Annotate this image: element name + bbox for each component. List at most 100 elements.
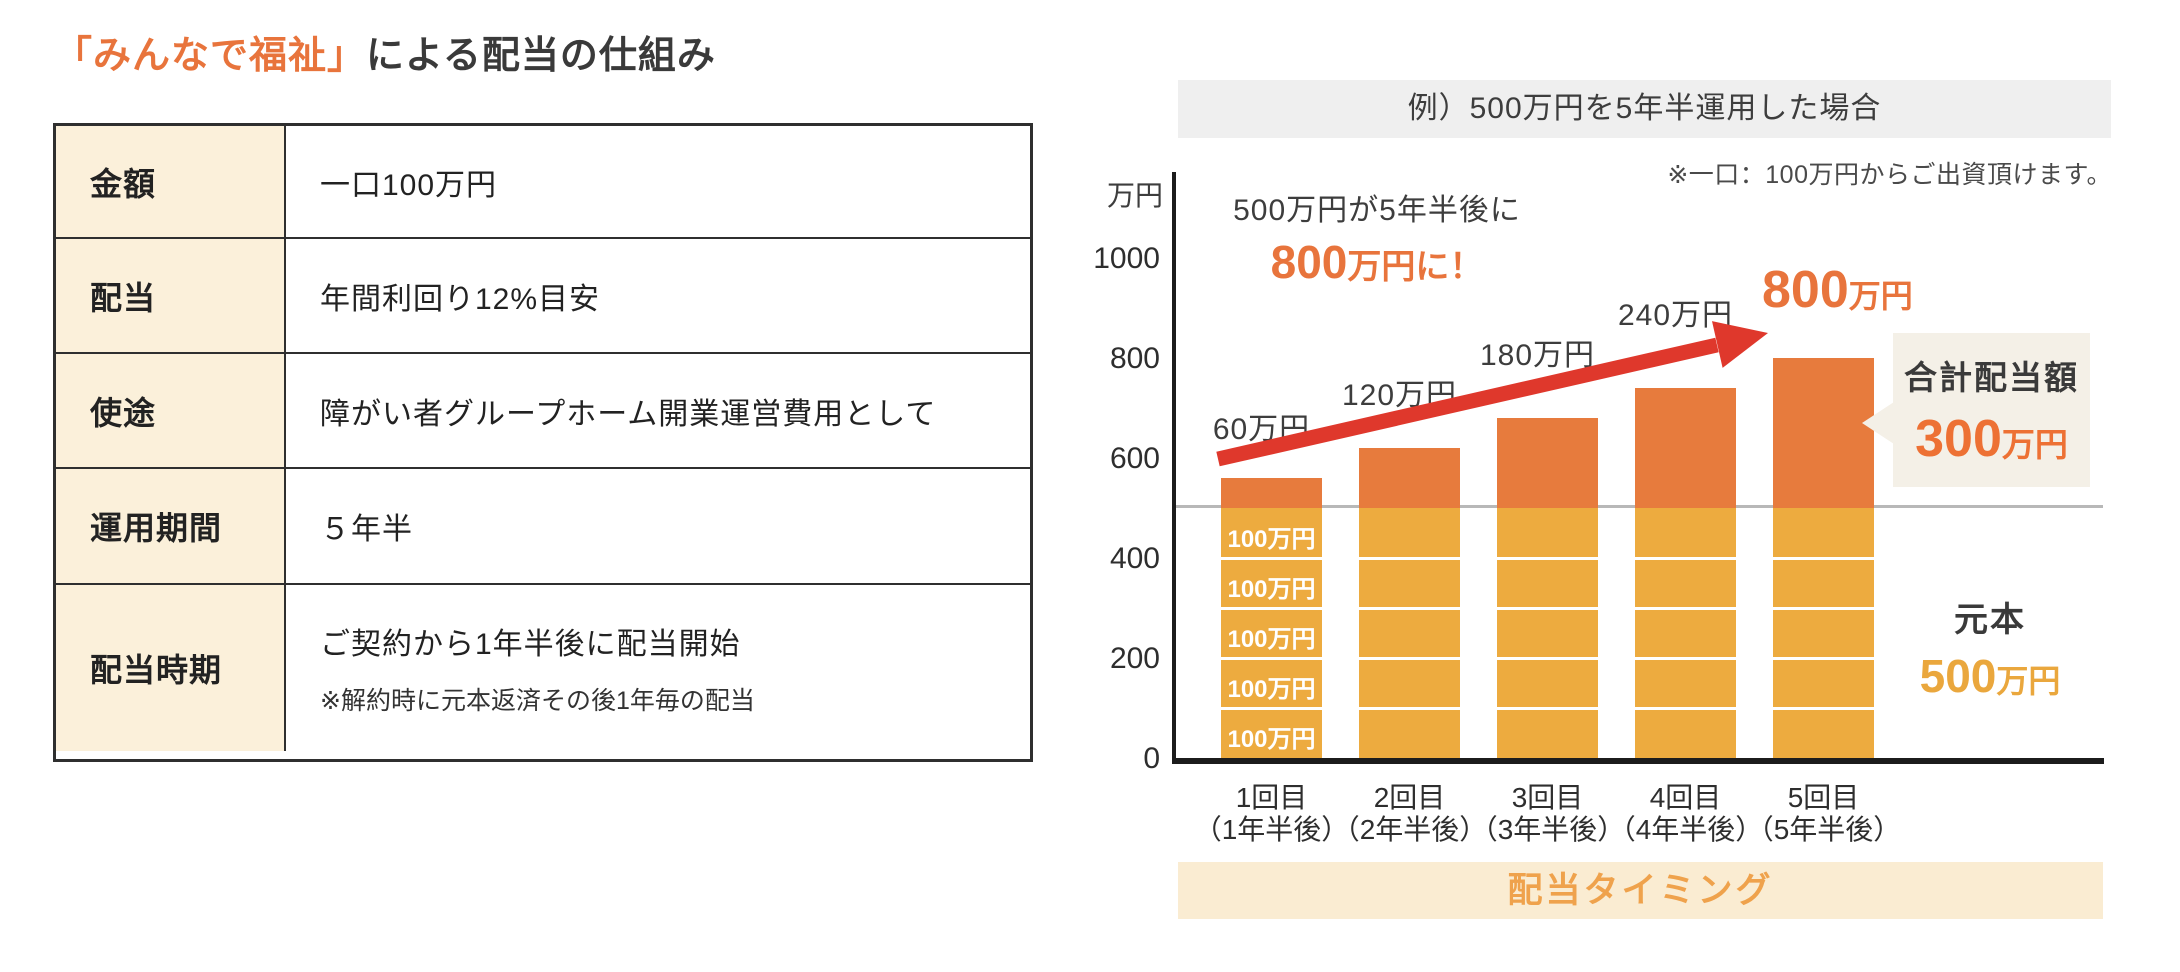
principal-segment-label: 100万円 <box>1227 576 1316 603</box>
row-value: 障がい者グループホーム開業運営費用として <box>286 354 1030 467</box>
principal-segment-label: 100万円 <box>1227 626 1316 653</box>
row-value-note: ※解約時に元本返済その後1年毎の配当 <box>320 687 755 715</box>
principal-amount-unit: 万円 <box>1996 663 2061 699</box>
page-title-rest: による配当の仕組み <box>366 35 716 77</box>
principal-segment-label: 100万円 <box>1227 726 1316 753</box>
row-value: ５年半 <box>286 469 1030 583</box>
growth-annotation-value: 800 <box>1270 236 1348 288</box>
final-value-number: 800 <box>1762 261 1849 319</box>
segment-divider <box>1635 556 1736 560</box>
row-value: 年間利回り12%目安 <box>286 239 1030 352</box>
row-label: 金額 <box>56 126 286 237</box>
chart-footer-banner: 配当タイミング <box>1178 862 2103 919</box>
row-value-text: 一口100万円 <box>320 168 498 202</box>
bar-value-label: 180万円 <box>1479 339 1596 372</box>
growth-annotation-line2: 800万円に！ <box>1222 235 1532 289</box>
callout-amount-unit: 万円 <box>2001 426 2068 463</box>
y-tick-label: 200 <box>1109 642 1160 675</box>
segment-divider <box>1773 606 1874 610</box>
chart-note: ※一口：100万円からご出資頂けます。 <box>1667 161 2112 189</box>
segment-divider <box>1497 606 1598 610</box>
segment-divider <box>1359 706 1460 710</box>
callout-amount-value: 300 <box>1915 410 2002 468</box>
row-label: 配当 <box>56 239 286 352</box>
principal-label: 元本 500万円 <box>1900 592 2080 703</box>
segment-divider <box>1359 556 1460 560</box>
segment-divider <box>1773 656 1874 660</box>
chart-title-banner: 例）500万円を5年半運用した場合 <box>1178 80 2111 138</box>
growth-annotation: 500万円が5年半後に 800万円に！ <box>1222 185 1532 289</box>
table-row: 配当時期 ご契約から1年半後に配当開始 ※解約時に元本返済その後1年毎の配当 <box>56 583 1030 751</box>
growth-annotation-suffix: 万円に！ <box>1347 248 1484 286</box>
x-axis-category-label: 4回目 （4年半後） <box>1607 782 1764 845</box>
y-axis-unit-label: 万円 <box>1106 180 1163 211</box>
table-row: 金額 一口100万円 <box>56 126 1030 237</box>
bar-dividend-block <box>1635 388 1736 508</box>
row-value-text: ご契約から1年半後に配当開始 <box>320 628 741 661</box>
segment-divider <box>1221 606 1322 610</box>
row-label: 運用期間 <box>56 469 286 583</box>
row-label: 配当時期 <box>56 585 286 751</box>
segment-divider <box>1635 656 1736 660</box>
bar-principal-block <box>1635 508 1736 758</box>
bar-dividend-block <box>1773 358 1874 508</box>
bar-principal-block <box>1497 508 1598 758</box>
segment-divider <box>1635 706 1736 710</box>
bar-principal-block <box>1221 508 1322 758</box>
principal-segment-label: 100万円 <box>1227 526 1316 553</box>
row-value-text: ５年半 <box>320 513 413 546</box>
row-value-text: 障がい者グループホーム開業運営費用として <box>320 397 937 431</box>
bar-dividend-block <box>1497 418 1598 508</box>
y-tick-label: 600 <box>1109 442 1160 475</box>
segment-divider <box>1635 606 1736 610</box>
bar-value-label: 120万円 <box>1341 379 1458 412</box>
bar-principal-block <box>1773 508 1874 758</box>
segment-divider <box>1773 556 1874 560</box>
y-tick-label: 800 <box>1109 342 1160 375</box>
growth-annotation-line1: 500万円が5年半後に <box>1233 194 1521 227</box>
segment-divider <box>1773 706 1874 710</box>
principal-label-title: 元本 <box>1954 601 2026 639</box>
segment-divider <box>1221 706 1322 710</box>
bar-value-label: 240万円 <box>1617 299 1734 332</box>
page-title-highlight: 「みんなで福祉」 <box>54 35 367 77</box>
x-axis-category-label: 1回目 （1年半後） <box>1193 782 1350 845</box>
final-value-label: 800万円 <box>1762 260 1913 320</box>
row-value-text: 年間利回り12%目安 <box>320 282 601 316</box>
x-axis-category-label: 2回目 （2年半後） <box>1331 782 1488 845</box>
y-axis-line <box>1172 172 1176 764</box>
x-axis-category-label: 5回目 （5年半後） <box>1745 782 1902 845</box>
segment-divider <box>1497 556 1598 560</box>
y-tick-label: 0 <box>1143 742 1160 775</box>
total-dividend-callout: 合計配当額 300万円 <box>1893 333 2090 487</box>
principal-segment-label: 100万円 <box>1227 676 1316 703</box>
principal-label-amount: 500万円 <box>1900 649 2080 703</box>
row-value: 一口100万円 <box>286 126 1030 237</box>
bar-principal-block <box>1359 508 1460 758</box>
bar-dividend-block <box>1221 478 1322 508</box>
x-axis-category-label: 3回目 （3年半後） <box>1469 782 1626 845</box>
table-row: 運用期間 ５年半 <box>56 467 1030 583</box>
x-axis-line <box>1172 758 2104 764</box>
table-row: 使途 障がい者グループホーム開業運営費用として <box>56 352 1030 467</box>
segment-divider <box>1359 606 1460 610</box>
row-value: ご契約から1年半後に配当開始 ※解約時に元本返済その後1年毎の配当 <box>286 585 1030 751</box>
segment-divider <box>1497 656 1598 660</box>
table-row: 配当 年間利回り12%目安 <box>56 237 1030 352</box>
y-tick-label: 1000 <box>1093 242 1160 275</box>
segment-divider <box>1221 556 1322 560</box>
final-value-unit: 万円 <box>1848 278 1913 314</box>
callout-title: 合計配当額 <box>1904 359 2079 396</box>
principal-amount-value: 500 <box>1919 650 1997 702</box>
bar-dividend-block <box>1359 448 1460 508</box>
callout-pointer <box>1862 402 1894 444</box>
y-tick-label: 400 <box>1109 542 1160 575</box>
terms-table: 金額 一口100万円 配当 年間利回り12%目安 使途 障がい者グループホーム開… <box>53 123 1033 762</box>
callout-amount: 300万円 <box>1915 409 2068 469</box>
row-label: 使途 <box>56 354 286 467</box>
segment-divider <box>1497 706 1598 710</box>
segment-divider <box>1221 656 1322 660</box>
page-title: 「みんなで福祉」による配当の仕組み <box>54 24 716 79</box>
